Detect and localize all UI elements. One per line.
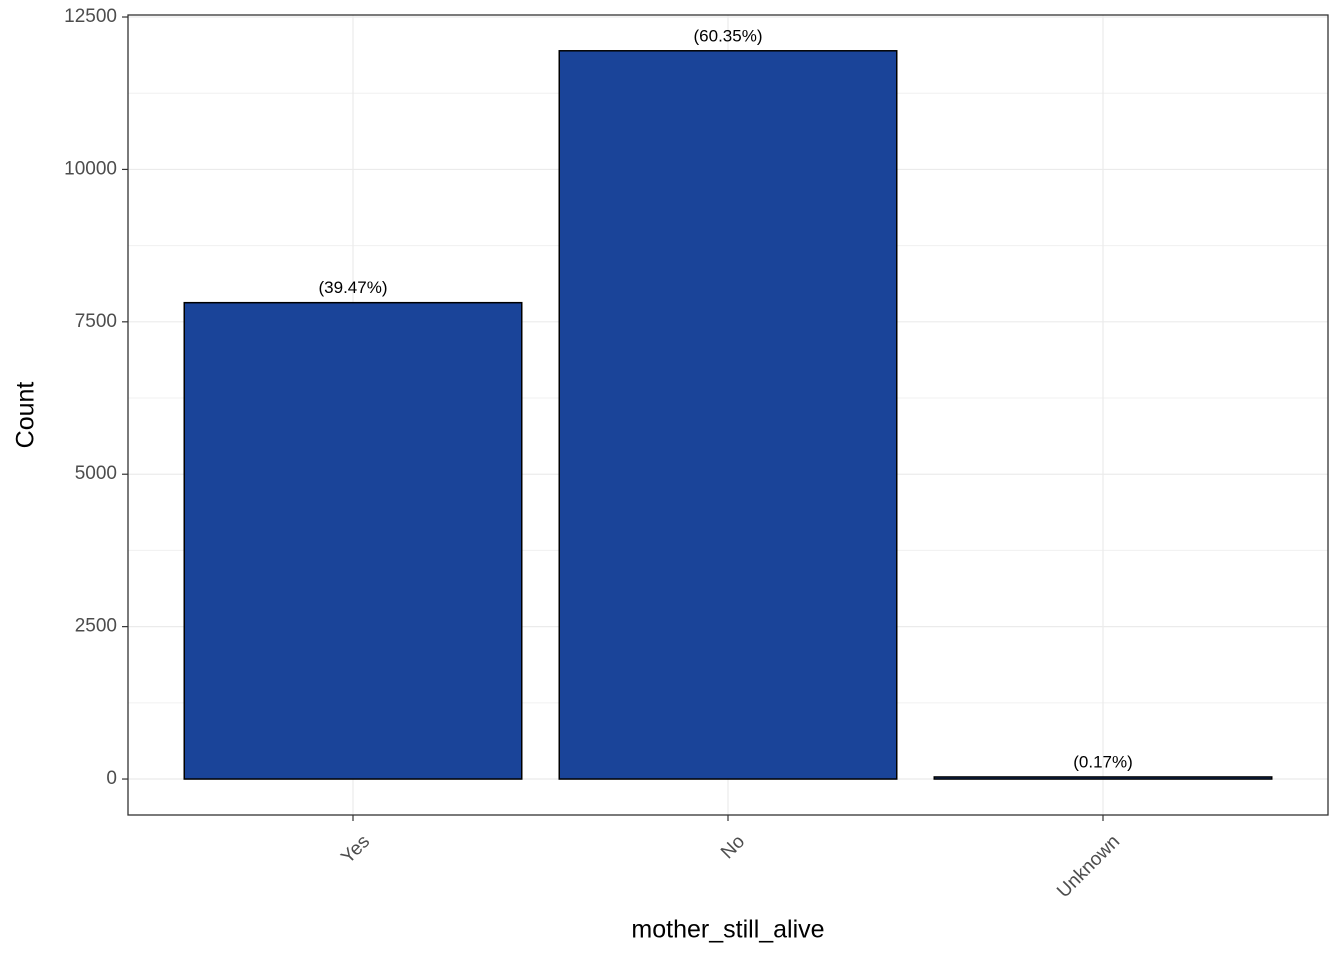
x-tick-label: No <box>717 831 749 863</box>
y-tick-label: 5000 <box>75 463 117 484</box>
x-axis-title: mother_still_alive <box>631 916 824 944</box>
y-axis-title: Count <box>12 382 40 449</box>
panel-border <box>127 14 1329 816</box>
x-tick-label: Yes <box>337 831 374 868</box>
data-label: (39.47%) <box>319 278 388 297</box>
x-tick-label: Unknown <box>1053 831 1124 902</box>
y-tick-label: 10000 <box>64 158 117 179</box>
y-tick-label: 2500 <box>75 616 117 637</box>
bar <box>183 301 523 780</box>
bar <box>933 776 1273 780</box>
data-label: (0.17%) <box>1073 752 1133 771</box>
data-label: (60.35%) <box>694 26 763 45</box>
y-tick-label: 12500 <box>64 6 117 27</box>
bar <box>558 50 898 780</box>
y-tick-label: 7500 <box>75 311 117 332</box>
y-tick-label: 0 <box>106 768 117 789</box>
